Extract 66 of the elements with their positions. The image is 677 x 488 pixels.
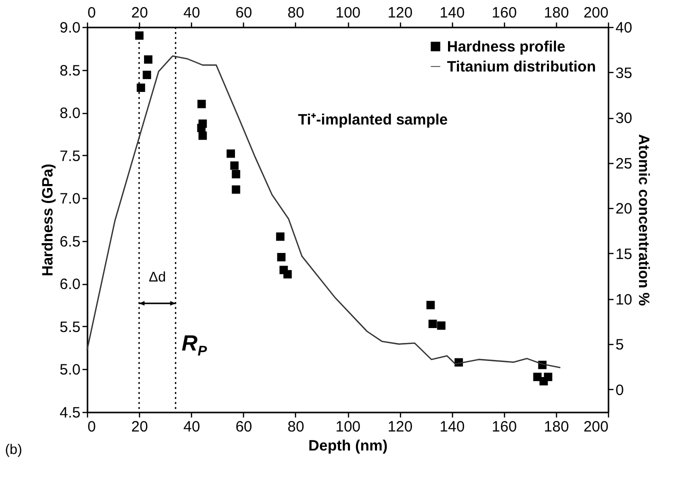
point (232, 185, 240, 194)
x2-tick-label: 0 (88, 4, 96, 22)
point (197, 124, 206, 132)
y2-tick-label: 15 (616, 246, 632, 263)
point (232, 170, 240, 178)
point (283, 270, 292, 278)
x-tick-label: 0 (88, 418, 96, 436)
point (426, 300, 435, 310)
x-tick-label: 120 (388, 418, 413, 436)
x-tick-label: 100 (335, 418, 361, 436)
y2-tick-label: 30 (616, 110, 632, 128)
point (277, 252, 286, 262)
y-axis-title: Hardness (GPa) (40, 164, 57, 276)
y-tick-label: 9.0 (60, 20, 80, 36)
y-tick-label: 8.5 (60, 62, 80, 80)
y-tick-label: 4.5 (60, 404, 80, 422)
x2-tick-label: 60 (235, 4, 252, 22)
x2-tick-label: 160 (492, 4, 517, 22)
x-tick-label: 40 (183, 418, 200, 436)
y2-tick-label: 0 (616, 382, 624, 399)
point (197, 100, 206, 108)
y-tick-label: 6.0 (60, 276, 80, 294)
x-axis-title: Depth (nm) (308, 438, 388, 454)
y-tick-label: 5.5 (60, 318, 80, 336)
y2-tick-label: 25 (616, 155, 632, 172)
point (230, 161, 239, 170)
point (437, 321, 446, 330)
legend-label: Hardness profile (447, 38, 566, 56)
x2-tick-label: 200 (583, 4, 608, 22)
y-tick-label: 7.5 (60, 148, 80, 165)
x-tick-label: 80 (288, 418, 304, 436)
x2-tick-label: 40 (183, 4, 200, 22)
point (276, 232, 284, 241)
x2-tick-label: 20 (131, 4, 148, 22)
x2-tick-label: 80 (288, 4, 304, 22)
x-tick-label: 140 (440, 418, 465, 436)
y2-axis-title: Atomic concentration % (635, 134, 652, 306)
point (144, 55, 152, 64)
y2-tick-label: 20 (616, 200, 632, 218)
x2-tick-label: 180 (544, 4, 569, 22)
y2-tick-label: 10 (616, 291, 632, 308)
y-tick-label: 7.0 (60, 190, 80, 208)
y2-tick-label: 5 (616, 336, 624, 354)
x-tick-label: 60 (235, 418, 252, 436)
text: (b) (5, 441, 22, 457)
y-tick-label: 5.0 (60, 362, 80, 379)
x2-tick-label: 140 (440, 4, 465, 22)
annotation: Ti⁺-implanted sample (298, 111, 448, 128)
y-tick-label: 8.0 (60, 105, 80, 122)
annotation: Δd (148, 268, 166, 284)
point (544, 372, 552, 382)
point (428, 320, 437, 328)
legend-label: Titanium distribution (447, 58, 596, 76)
x-tick-label: 20 (131, 418, 148, 436)
x-tick-label: 160 (492, 418, 517, 436)
y-tick-label: 6.5 (60, 233, 80, 250)
point (136, 84, 146, 92)
x-tick-label: 200 (583, 418, 608, 436)
x2-tick-label: 100 (335, 4, 361, 22)
y2-tick-label: 40 (616, 20, 632, 36)
x-tick-label: 180 (544, 418, 569, 436)
point (142, 70, 152, 80)
y2-tick-label: 35 (616, 64, 632, 82)
point (226, 149, 235, 158)
x2-tick-label: 120 (388, 4, 413, 22)
point (198, 131, 207, 140)
